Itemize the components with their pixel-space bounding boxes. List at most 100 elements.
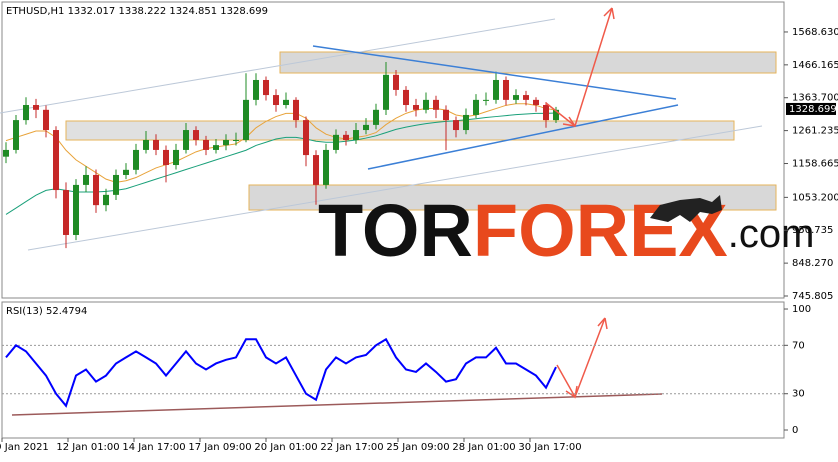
candle-body [153,139,159,150]
channel-line [27,125,763,251]
trend-line [312,45,677,100]
x-tick-label: 14 Jan 17:00 [122,442,185,453]
candle-body [303,120,309,156]
candle-body [353,130,359,140]
candle-body [333,134,339,150]
candle-body [223,139,229,146]
rsi-tick-label: 30 [792,389,805,400]
candle-body [383,74,389,110]
candle-body [483,99,489,101]
candle-body [393,74,399,90]
candle-body [53,130,59,191]
candle-body [523,95,529,100]
candle-body [273,95,279,106]
candle-body [213,145,219,150]
y-tick-label: 1466.165 [792,60,838,71]
candle-body [463,114,469,131]
ohlc-low: 1324.851 [169,6,217,17]
candle-body [113,174,119,195]
x-tick-label: 22 Jan 17:00 [320,442,383,453]
current-price-label: 1328.699 [789,104,837,115]
y-tick-label: 1053.200 [792,192,838,203]
candle-body [3,149,9,157]
candle-body [373,109,379,125]
watermark: TORFOREX.com [318,189,814,272]
candle-body [473,99,479,115]
channel-line [0,18,556,114]
candle-body [243,99,249,140]
rsi-title: RSI(13) [6,306,43,317]
symbol-header: ETHUSD,H1 1332.017 1338.222 1324.851 132… [6,6,268,17]
plot [3,62,559,249]
ohlc-close: 1328.699 [220,6,268,17]
x-tick-label: 30 Jan 17:00 [518,442,581,453]
candle-body [73,184,79,235]
rsi-value: 52.4794 [46,306,87,317]
candle-body [133,149,139,170]
symbol: ETHUSD,H1 [6,6,64,17]
candle-body [193,130,199,140]
candle-body [533,99,539,106]
candle-body [253,79,259,100]
ohlc-open: 1332.017 [68,6,116,17]
rsi-header: RSI(13) 52.4794 [6,306,87,317]
rsi-panel [1,301,785,439]
candle-body [233,139,239,141]
y-tick-label: 1261.235 [792,126,838,137]
watermark-text: TORFOREX.com [318,189,814,272]
candle-body [323,149,329,185]
current-price-box [786,102,836,115]
candle-body [363,124,369,131]
candle-body [313,155,319,185]
pivot-zone [65,120,735,141]
x-tick-label: 28 Jan 01:00 [452,442,515,453]
x-tick-label: 9 Jan 2021 [0,442,49,453]
y-tick-label: 1158.665 [792,159,838,170]
candle-body [493,79,499,100]
bull-icon [650,195,722,222]
candle-body [13,120,19,150]
candle-body [93,174,99,206]
candle-body [143,139,149,150]
y-tick-label: 950.735 [792,225,833,236]
arrow-head [565,317,608,398]
candle-body [43,109,49,131]
candle-body [543,105,549,121]
candle-body [33,105,39,110]
candle-body [443,109,449,121]
x-tick-label: 25 Jan 09:00 [386,442,449,453]
candle-body [433,99,439,110]
arrow-head [562,7,615,127]
ohlc-high: 1338.222 [118,6,166,17]
watermark-suffix: .com [728,212,815,256]
candle-body [293,99,299,121]
candle-body [63,190,69,235]
candle-body [513,95,519,100]
y-tick-label: 848.270 [792,258,833,269]
watermark-dark: TOR [318,189,473,272]
rsi-tick-label: 100 [792,304,811,315]
rsi-trend-line [11,393,663,416]
candle-body [23,105,29,121]
candle-body [173,149,179,166]
y-tick-label: 1363.700 [792,93,838,104]
rsi-tick-label: 0 [792,425,798,436]
candle-body [203,139,209,150]
x-tick-label: 17 Jan 09:00 [188,442,251,453]
candle-body [503,79,509,100]
rsi-tick-label: 70 [792,340,805,351]
candle-body [103,194,109,206]
rsi-line [5,337,557,408]
y-tick-label: 745.805 [792,291,833,302]
candle-body [453,120,459,131]
candle-body [123,169,129,175]
candle-body [263,79,269,96]
trend-line [367,104,679,170]
resistance-zone [279,51,777,74]
main-panel [1,1,785,299]
y-tick-label: 1568.630 [792,27,838,38]
candle-body [83,174,89,185]
candle-body [163,149,169,166]
